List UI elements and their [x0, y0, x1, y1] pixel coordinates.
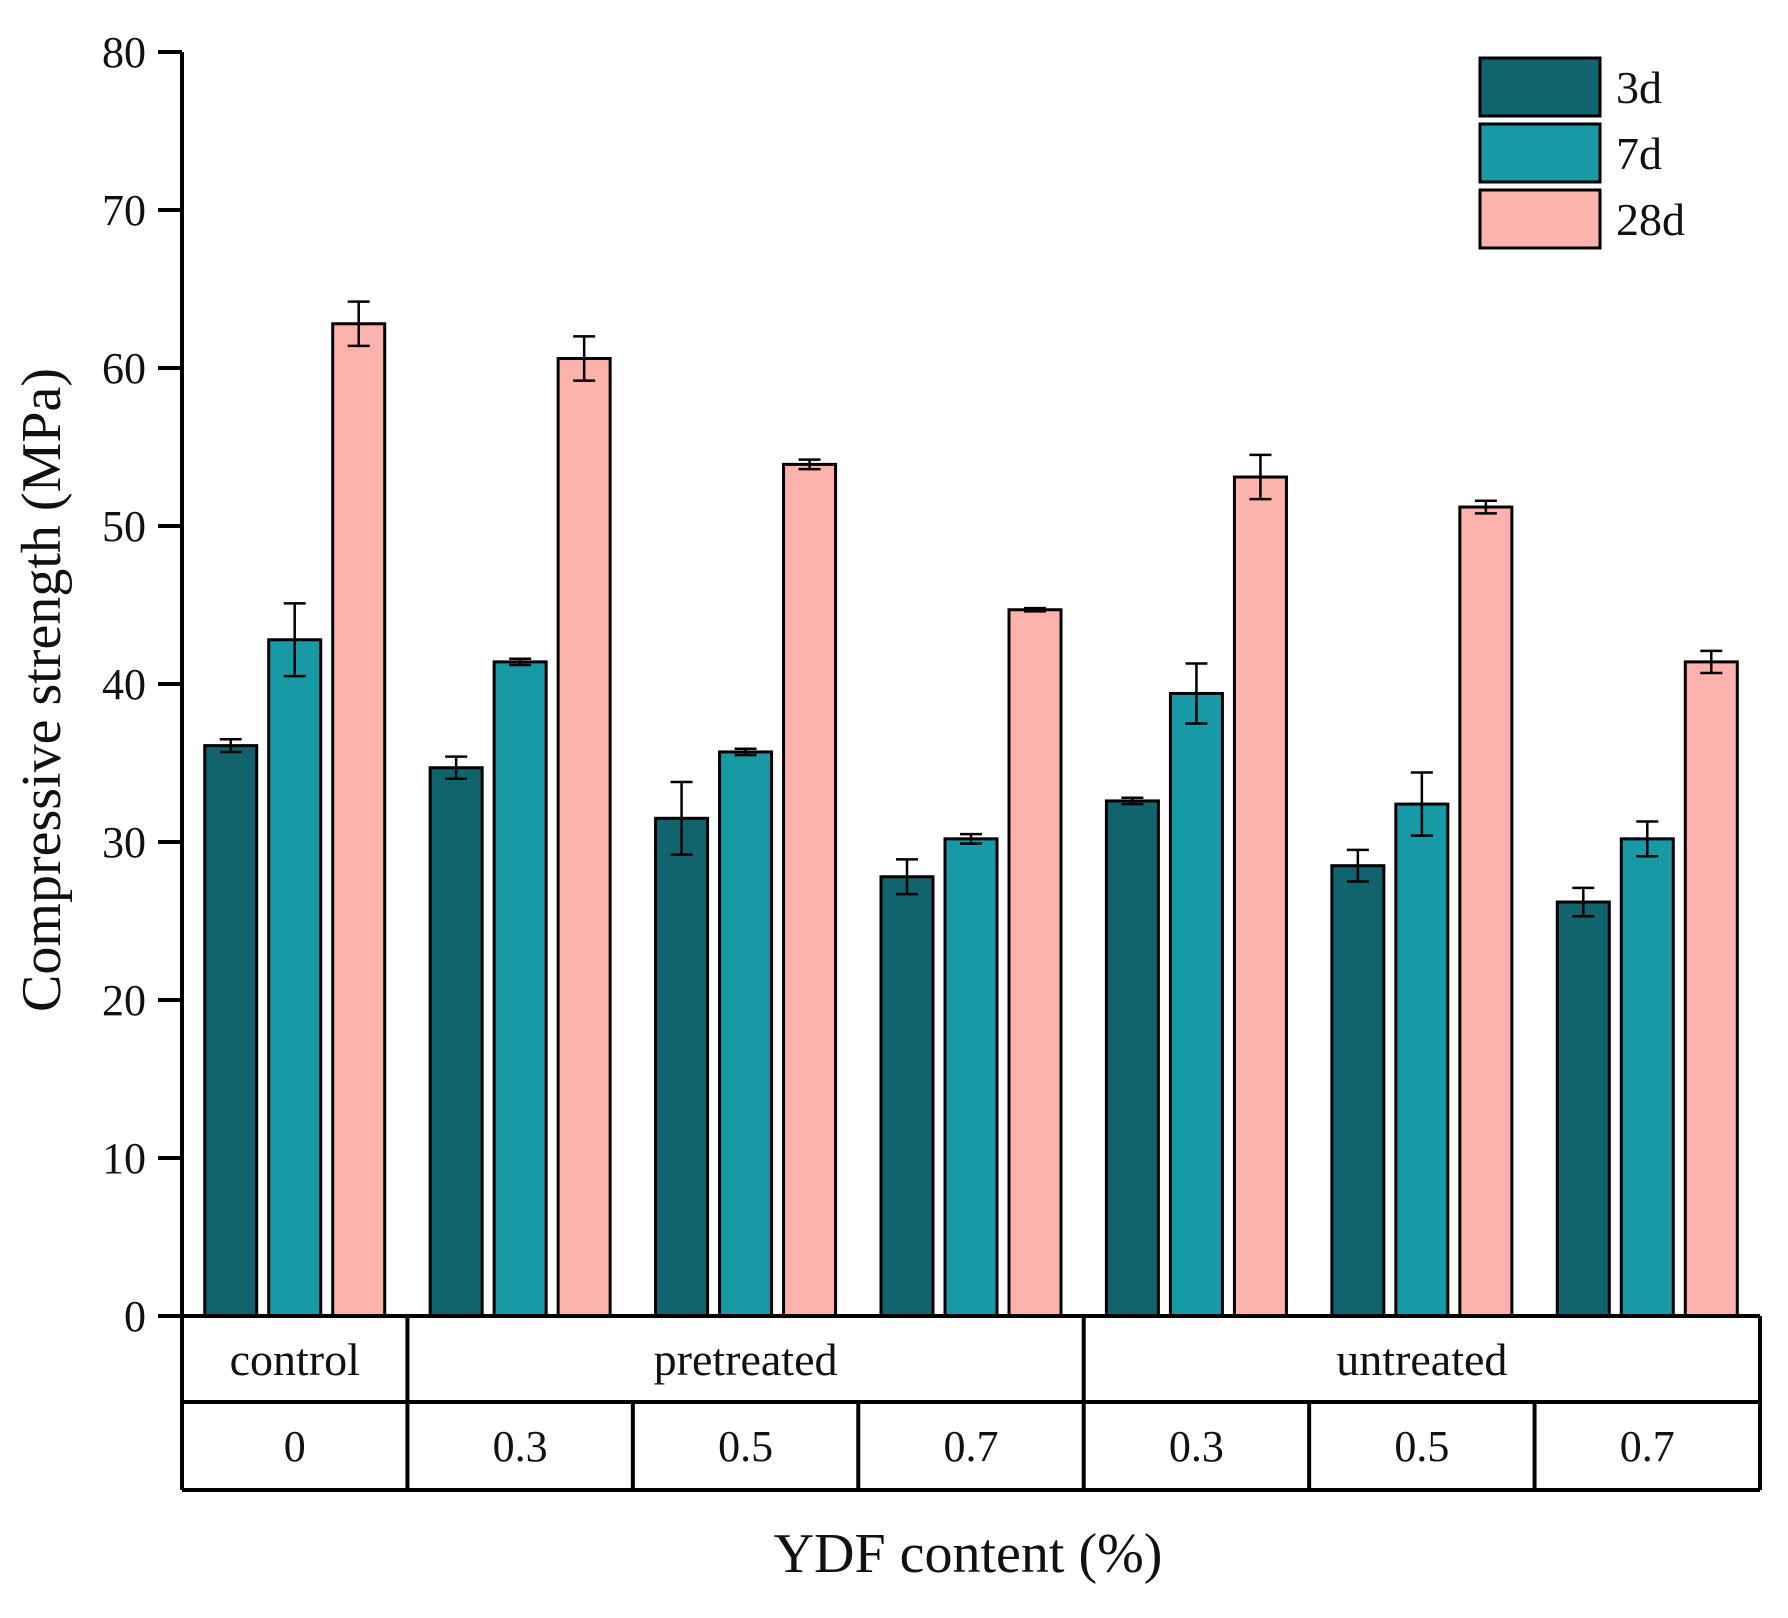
bar-3d-5	[1330, 864, 1386, 1318]
y-tick-label-0: 0	[124, 1292, 146, 1341]
y-tick-label-2: 20	[102, 976, 146, 1025]
category-label-4: 0.3	[1169, 1422, 1224, 1471]
bar-7d-1	[492, 660, 548, 1318]
y-tick-label-3: 30	[102, 818, 146, 867]
bar-3d-1	[428, 766, 484, 1318]
x-axis-title: YDF content (%)	[774, 1523, 1163, 1585]
category-label-3: 0.7	[944, 1422, 999, 1471]
bar-28d-3	[1007, 608, 1063, 1318]
legend: 3d 7d 28d	[1478, 56, 1685, 250]
bar-7d-4	[1168, 691, 1224, 1318]
y-tick-label-1: 10	[102, 1134, 146, 1183]
bar-3d-2	[654, 816, 710, 1318]
category-label-0: 0	[284, 1422, 306, 1471]
y-tick-label-8: 80	[102, 28, 146, 77]
bar-28d-5	[1458, 505, 1514, 1318]
y-tick-label-5: 50	[102, 502, 146, 551]
bar-3d-0	[203, 744, 259, 1318]
axes-layer: 0 10 20 30 40 50 60 70 80 control pretreated untrea…	[102, 28, 1762, 1492]
y-tick-label-7: 70	[102, 186, 146, 235]
bar-7d-6	[1619, 837, 1675, 1318]
legend-label-28d: 28d	[1616, 194, 1685, 245]
bar-28d-0	[331, 322, 387, 1318]
y-axis-title: Compressive strength (MPa)	[11, 368, 73, 1012]
category-label-6: 0.7	[1620, 1422, 1675, 1471]
y-tick-label-4: 40	[102, 660, 146, 709]
bar-7d-5	[1394, 802, 1450, 1318]
bar-7d-2	[718, 750, 774, 1318]
y-tick-label-6: 60	[102, 344, 146, 393]
legend-label-7d: 7d	[1616, 128, 1662, 179]
legend-label-3d: 3d	[1616, 62, 1662, 113]
category-label-2: 0.5	[718, 1422, 773, 1471]
bar-3d-4	[1104, 799, 1160, 1318]
group-label-1: pretreated	[654, 1334, 838, 1385]
bar-7d-0	[267, 638, 323, 1318]
bar-28d-6	[1683, 660, 1739, 1318]
legend-swatch-7d	[1478, 122, 1602, 184]
legend-swatch-3d	[1478, 56, 1602, 118]
bar-28d-4	[1232, 475, 1288, 1318]
labels-layer: Compressive strength (MPa) YDF content (…	[11, 368, 1162, 1585]
category-label-5: 0.5	[1394, 1422, 1449, 1471]
bar-3d-6	[1555, 900, 1611, 1318]
group-label-0: control	[230, 1334, 360, 1385]
bars-layer	[203, 300, 1739, 1318]
category-label-1: 0.3	[493, 1422, 548, 1471]
bar-28d-1	[556, 357, 612, 1318]
bar-3d-3	[879, 875, 935, 1318]
legend-swatch-28d	[1478, 188, 1602, 250]
bar-28d-2	[782, 462, 838, 1318]
group-label-2: untreated	[1336, 1334, 1507, 1385]
bar-7d-3	[943, 837, 999, 1318]
